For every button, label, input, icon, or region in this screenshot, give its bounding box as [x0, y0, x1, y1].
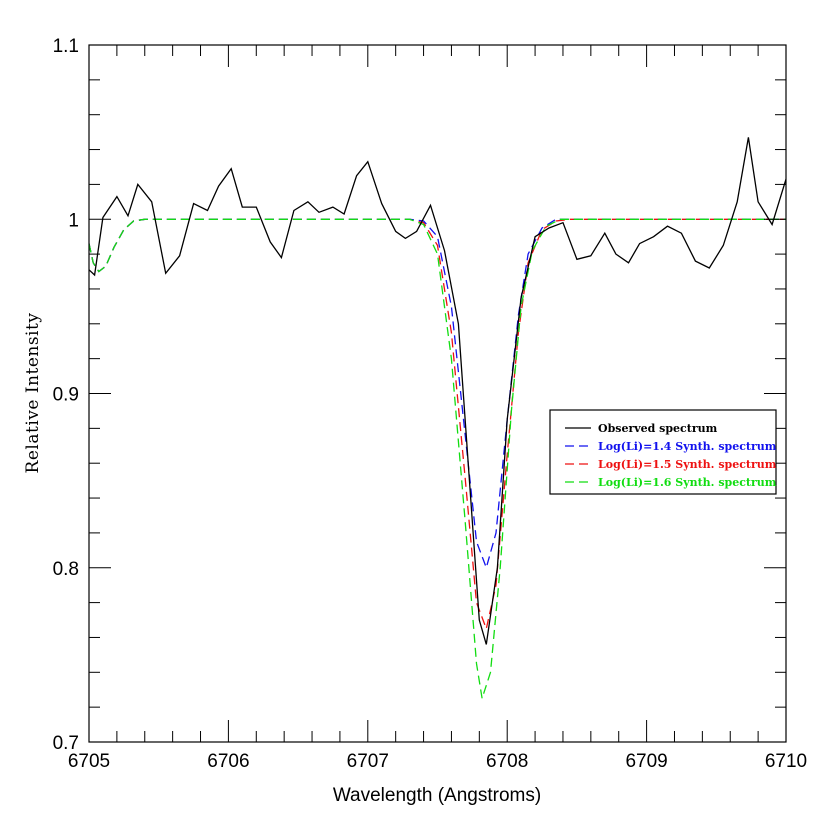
legend-label: Log(Li)=1.5 Synth. spectrum	[598, 458, 777, 471]
y-tick-label: 0.7	[53, 733, 79, 754]
y-tick-label: 1.1	[53, 36, 79, 57]
x-tick-label: 6707	[347, 751, 389, 772]
x-tick-label: 6709	[625, 751, 667, 772]
y-tick-label: 1	[68, 210, 79, 231]
series-line-0	[89, 137, 786, 645]
legend-box	[549, 409, 777, 495]
y-tick-label: 0.9	[53, 385, 79, 406]
legend-label: Observed spectrum	[598, 422, 718, 435]
series-line-3	[89, 218, 786, 699]
series-line-1	[89, 218, 786, 631]
y-axis-title: Relative Intensity	[23, 313, 43, 474]
x-tick-label: 6705	[68, 751, 110, 772]
x-tick-label: 6710	[765, 751, 807, 772]
tick-labels: 6705 6706 6707 6708 6709 6710 0.7 0.8 0.9 1 1.1	[53, 36, 808, 772]
x-tick-label: 6706	[207, 751, 249, 772]
ticks-layer	[88, 44, 787, 743]
x-axis-title: Wavelength (Angstroms)	[333, 785, 541, 806]
legend: Observed spectrum Log(Li)=1.4 Synth. spec…	[549, 409, 777, 495]
plot-frame	[88, 44, 787, 743]
y-tick-label: 0.8	[53, 559, 79, 580]
x-tick-label: 6708	[486, 751, 528, 772]
legend-label: Log(Li)=1.6 Synth. spectrum	[598, 476, 777, 489]
legend-label: Log(Li)=1.4 Synth. spectrum	[598, 440, 777, 453]
series-layer	[89, 137, 786, 699]
